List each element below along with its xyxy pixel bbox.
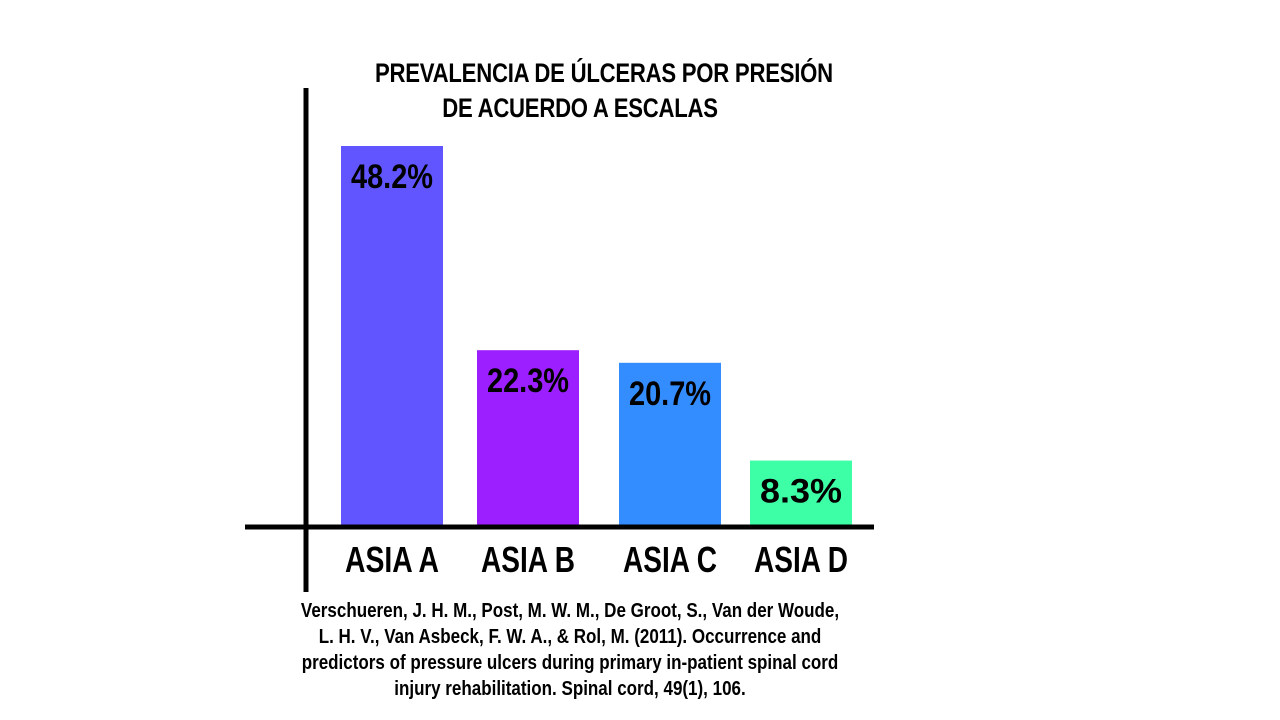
bar-value-label-2: 22.3% (487, 362, 569, 400)
bar-2 (477, 350, 579, 526)
bar-3 (619, 362, 721, 526)
chart-title-line-1: PREVALENCIA DE ÚLCERAS POR PRESIÓN (375, 58, 833, 88)
category-label-1: ASIA A (345, 539, 439, 580)
bar-value-label-3: 20.7% (629, 375, 711, 413)
category-label-2: ASIA B (481, 539, 575, 580)
category-label-3: ASIA C (623, 539, 717, 580)
bar-value-label-1: 48.2% (351, 158, 433, 196)
bar-4 (750, 460, 852, 526)
bar-value-label-4: 8.3% (760, 473, 842, 511)
category-label-4: ASIA D (754, 539, 848, 580)
citation-text: Verschueren, J. H. M., Post, M. W. M., D… (300, 600, 840, 700)
chart-title: PREVALENCIA DE ÚLCERAS POR PRESIÓN DE AC… (375, 56, 833, 126)
chart-title-line-2: DE ACUERDO A ESCALAS (442, 93, 718, 123)
bar-1 (341, 146, 443, 526)
